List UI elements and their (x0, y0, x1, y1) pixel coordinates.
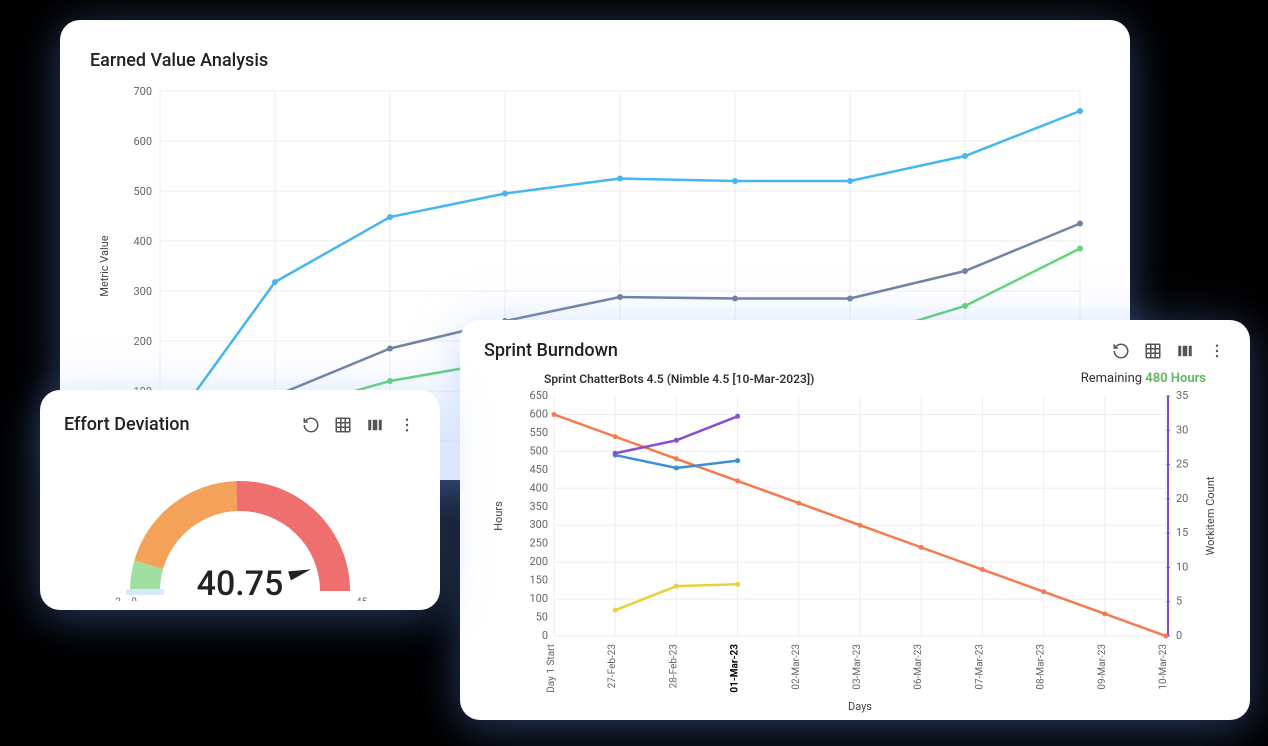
more-icon[interactable] (1208, 342, 1226, 360)
svg-text:Workitem Count: Workitem Count (1204, 476, 1217, 555)
effort-deviation-card: Effort Deviation 0 2 45 40.75 (40, 390, 440, 610)
remaining-value: 480 Hours (1145, 371, 1206, 386)
svg-text:2: 2 (115, 597, 121, 601)
svg-text:0: 0 (131, 597, 137, 601)
svg-text:45: 45 (356, 597, 368, 601)
svg-text:25: 25 (1176, 458, 1188, 471)
svg-text:28-Feb-23: 28-Feb-23 (668, 644, 679, 688)
svg-text:600: 600 (133, 135, 152, 148)
svg-text:200: 200 (133, 335, 152, 348)
burn-chart: 0501001502002503003504004505005506006500… (484, 386, 1226, 716)
gauge-segment (134, 481, 237, 569)
svg-text:20: 20 (1176, 492, 1188, 505)
svg-text:10-Mar-23: 10-Mar-23 (1158, 644, 1169, 690)
burn-toolbar (1112, 342, 1226, 360)
effort-toolbar (302, 416, 416, 434)
svg-text:08-Mar-23: 08-Mar-23 (1036, 644, 1047, 690)
columns-icon[interactable] (1176, 342, 1194, 360)
svg-text:700: 700 (133, 85, 152, 98)
refresh-icon[interactable] (302, 416, 320, 434)
svg-text:600: 600 (529, 407, 548, 420)
svg-text:300: 300 (529, 518, 548, 531)
sprint-burndown-card: Sprint Burndown Sprint ChatterBots 4.5 (… (460, 320, 1250, 720)
svg-text:15: 15 (1176, 526, 1188, 539)
svg-text:35: 35 (1176, 389, 1188, 402)
svg-text:30: 30 (1176, 423, 1188, 436)
svg-text:01-Mar-23: 01-Mar-23 (730, 644, 741, 693)
svg-text:100: 100 (529, 592, 548, 605)
svg-text:09-Mar-23: 09-Mar-23 (1097, 644, 1108, 690)
svg-text:500: 500 (529, 444, 548, 457)
svg-text:400: 400 (133, 235, 152, 248)
svg-text:Days: Days (848, 700, 872, 713)
svg-text:02-Mar-23: 02-Mar-23 (791, 644, 802, 690)
svg-text:150: 150 (529, 574, 548, 587)
svg-text:07-Mar-23: 07-Mar-23 (974, 644, 985, 690)
columns-icon[interactable] (366, 416, 384, 434)
more-icon[interactable] (398, 416, 416, 434)
gauge-needle (288, 569, 311, 580)
gauge-value: 40.75 (197, 564, 284, 601)
effort-gauge: 0 2 45 40.75 (64, 441, 416, 601)
effort-title: Effort Deviation (64, 414, 190, 435)
svg-text:10: 10 (1176, 560, 1188, 573)
burn-title: Sprint Burndown (484, 340, 618, 361)
svg-text:650: 650 (529, 389, 548, 402)
svg-text:5: 5 (1176, 595, 1182, 608)
svg-text:03-Mar-23: 03-Mar-23 (852, 644, 863, 690)
svg-text:550: 550 (529, 426, 548, 439)
svg-text:450: 450 (529, 463, 548, 476)
svg-text:0: 0 (542, 629, 548, 642)
svg-text:300: 300 (133, 285, 152, 298)
svg-text:50: 50 (536, 611, 548, 624)
table-icon[interactable] (334, 416, 352, 434)
burn-subtitle: Sprint ChatterBots 4.5 (Nimble 4.5 [10-M… (544, 372, 814, 386)
svg-text:0: 0 (1176, 629, 1182, 642)
eva-title: Earned Value Analysis (90, 50, 1100, 71)
table-icon[interactable] (1144, 342, 1162, 360)
svg-text:06-Mar-23: 06-Mar-23 (913, 644, 924, 690)
svg-text:250: 250 (529, 537, 548, 550)
remaining-label: Remaining (1081, 371, 1142, 386)
svg-text:Hours: Hours (492, 501, 505, 531)
svg-text:400: 400 (529, 481, 548, 494)
refresh-icon[interactable] (1112, 342, 1130, 360)
svg-text:350: 350 (529, 500, 548, 513)
svg-text:Metric Value: Metric Value (98, 235, 111, 296)
svg-text:27-Feb-23: 27-Feb-23 (607, 644, 618, 688)
svg-text:200: 200 (529, 555, 548, 568)
svg-text:500: 500 (133, 185, 152, 198)
burn-remaining: Remaining 480 Hours (1081, 371, 1206, 386)
svg-text:Day 1 Start: Day 1 Start (546, 644, 557, 693)
